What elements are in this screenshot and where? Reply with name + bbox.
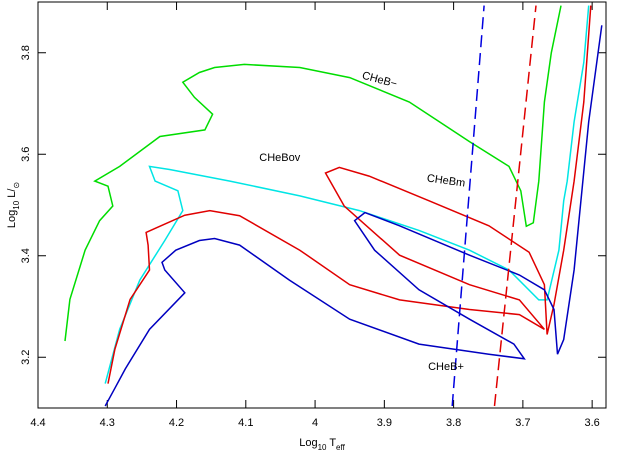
axis-label-part: ⊙ <box>12 182 21 189</box>
axis-label-part: Log <box>299 437 317 449</box>
y-tick-label: 3.8 <box>20 45 32 60</box>
annotation: CHeBm <box>426 172 466 189</box>
x-tick-label: 4.3 <box>100 417 115 429</box>
x-tick-label: 4.1 <box>238 417 253 429</box>
axis-label-part: T <box>326 437 336 449</box>
y-tick-label: 3.4 <box>20 248 32 263</box>
axis-label-part: 10 <box>12 200 21 209</box>
track-line <box>104 25 603 407</box>
y-tick-label: 3.6 <box>20 147 32 162</box>
y-tick-label: 3.2 <box>20 350 32 365</box>
plot-frame <box>37 1 607 409</box>
x-tick-label: 4.4 <box>30 417 45 429</box>
axis-label-part: eff <box>336 443 346 452</box>
axis-label-part: L/ <box>6 188 18 201</box>
dashed-line <box>451 5 485 407</box>
y-axis-label: Log10 L/⊙ <box>6 182 21 228</box>
x-tick-label: 3.8 <box>446 417 461 429</box>
annotation: CHeBov <box>259 152 300 164</box>
track-line <box>104 5 590 384</box>
x-tick-label: 4.2 <box>169 417 184 429</box>
track-line <box>64 5 562 342</box>
x-tick-label: 3.6 <box>584 417 599 429</box>
x-tick-label: 3.9 <box>377 417 392 429</box>
x-tick-label: 3.7 <box>515 417 530 429</box>
dashed-line <box>493 5 537 407</box>
x-tick-label: 4 <box>312 417 318 429</box>
annotation: CHeB+ <box>428 361 464 373</box>
annotation: CHeB− <box>361 70 399 91</box>
track-line <box>107 5 592 384</box>
x-axis-label: Log10 Teff <box>299 437 345 452</box>
axis-label-part: 10 <box>318 443 327 452</box>
axis-label-part: Log <box>6 210 18 228</box>
